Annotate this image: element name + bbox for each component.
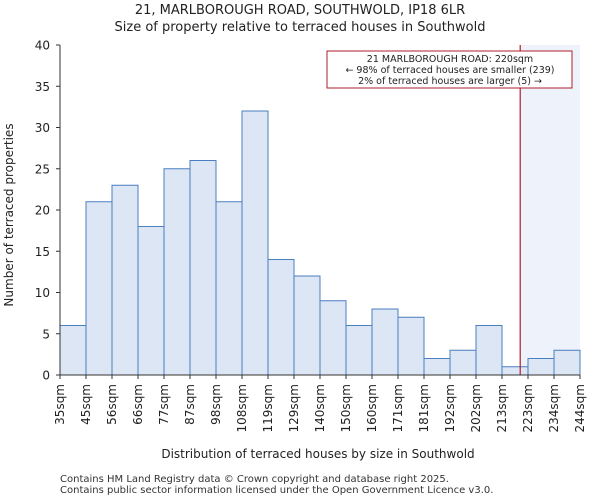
y-tick-label-30: 30 <box>35 121 50 135</box>
bar-150sqm <box>345 325 373 376</box>
x-tick-label-140sqm: 140sqm <box>313 384 327 432</box>
bar-35sqm <box>59 325 87 376</box>
bar-192sqm <box>449 349 477 376</box>
x-tick-label-35sqm: 35sqm <box>53 384 67 425</box>
y-tick-label-25: 25 <box>35 162 50 176</box>
bar-108sqm <box>241 110 269 376</box>
bar-213sqm <box>501 366 529 376</box>
bar-234sqm <box>553 349 581 376</box>
annotation-box: 21 MARLBOROUGH ROAD: 220sqm ← 98% of ter… <box>326 50 573 89</box>
x-tick-label-181sqm: 181sqm <box>417 384 431 432</box>
bar-202sqm <box>475 325 503 376</box>
bar-77sqm <box>163 168 191 376</box>
x-tick-label-244sqm: 244sqm <box>573 384 587 432</box>
annotation-frame <box>326 50 573 89</box>
annotation-line3: 2% of terraced houses are larger (5) → <box>358 76 542 87</box>
x-tick-label-66sqm: 66sqm <box>131 384 145 425</box>
bar-119sqm <box>267 259 295 376</box>
chart-title-line1: 21, MARLBOROUGH ROAD, SOUTHWOLD, IP18 6L… <box>134 3 466 18</box>
y-tick-label-0: 0 <box>42 369 50 383</box>
x-tick-label-45sqm: 45sqm <box>79 384 93 425</box>
y-tick-label-5: 5 <box>42 327 50 341</box>
footer-line1: Contains HM Land Registry data © Crown c… <box>60 474 449 485</box>
x-tick-label-129sqm: 129sqm <box>287 384 301 432</box>
y-tick-label-40: 40 <box>35 39 50 53</box>
bar-66sqm <box>137 226 165 376</box>
y-tick-label-15: 15 <box>35 245 50 259</box>
bar-45sqm <box>85 201 113 376</box>
x-tick-label-108sqm: 108sqm <box>235 384 249 432</box>
y-ticks-group: 0 5 10 15 20 25 30 35 40 <box>35 39 60 383</box>
x-tick-label-98sqm: 98sqm <box>209 384 223 425</box>
bar-223sqm <box>527 358 555 376</box>
x-tick-label-119sqm: 119sqm <box>261 384 275 432</box>
bars-group <box>59 110 581 376</box>
bar-171sqm <box>397 316 425 376</box>
x-axis-label: Distribution of terraced houses by size … <box>161 447 474 461</box>
annotation-line1: 21 MARLBOROUGH ROAD: 220sqm <box>367 54 533 65</box>
annotation-line2: ← 98% of terraced houses are smaller (23… <box>345 65 554 76</box>
x-tick-label-77sqm: 77sqm <box>157 384 171 425</box>
y-tick-label-20: 20 <box>35 204 50 218</box>
footer-line2: Contains public sector information licen… <box>60 485 494 496</box>
x-tick-label-192sqm: 192sqm <box>443 384 457 432</box>
bar-129sqm <box>293 275 321 376</box>
x-tick-label-234sqm: 234sqm <box>547 384 561 432</box>
bar-140sqm <box>319 300 347 376</box>
y-tick-label-35: 35 <box>35 80 50 94</box>
bar-181sqm <box>423 358 451 376</box>
bar-98sqm <box>215 201 243 376</box>
y-axis-label: Number of terraced properties <box>2 123 16 306</box>
x-tick-label-223sqm: 223sqm <box>521 384 535 432</box>
x-tick-label-202sqm: 202sqm <box>469 384 483 432</box>
larger-region-highlight <box>520 45 580 375</box>
y-tick-label-10: 10 <box>35 286 50 300</box>
x-tick-label-56sqm: 56sqm <box>105 384 119 425</box>
bar-87sqm <box>189 160 217 376</box>
chart-title-line2: Size of property relative to terraced ho… <box>114 20 486 35</box>
x-tick-label-171sqm: 171sqm <box>391 384 405 432</box>
x-ticks-group: 35sqm 45sqm 56sqm 66sqm 77sqm 87sqm 98sqm 108sq… <box>53 375 587 432</box>
x-tick-label-213sqm: 213sqm <box>495 384 509 432</box>
bar-160sqm <box>371 308 399 376</box>
x-tick-label-150sqm: 150sqm <box>339 384 353 432</box>
bar-56sqm <box>111 184 139 376</box>
x-tick-label-160sqm: 160sqm <box>365 384 379 432</box>
x-tick-label-87sqm: 87sqm <box>183 384 197 425</box>
